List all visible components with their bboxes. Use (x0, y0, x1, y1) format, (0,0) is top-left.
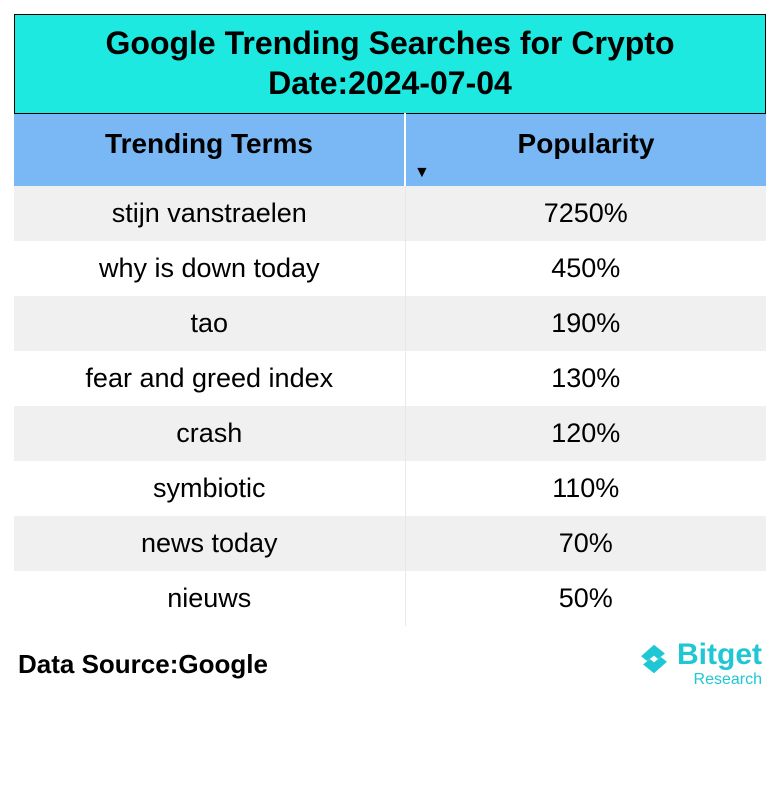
cell-popularity: 450% (405, 241, 766, 296)
col-header-popularity[interactable]: Popularity ▼ (405, 114, 766, 187)
cell-popularity: 120% (405, 406, 766, 461)
cell-popularity: 130% (405, 351, 766, 406)
card-footer: Data Source:Google Bitget Research (14, 626, 766, 688)
card-title: Google Trending Searches for Crypto Date… (14, 14, 766, 113)
table-row: stijn vanstraelen7250% (14, 186, 766, 241)
brand-logo: Bitget Research (637, 640, 762, 688)
title-line-1: Google Trending Searches for Crypto (19, 23, 761, 63)
cell-term: symbiotic (14, 461, 405, 516)
table-row: why is down today450% (14, 241, 766, 296)
table-row: news today70% (14, 516, 766, 571)
table-row: crash120% (14, 406, 766, 461)
table-body: stijn vanstraelen7250%why is down today4… (14, 186, 766, 626)
col-header-terms-label: Trending Terms (105, 128, 313, 159)
brand-subtitle: Research (694, 672, 762, 688)
brand-text: Bitget Research (677, 640, 762, 688)
cell-popularity: 7250% (405, 186, 766, 241)
cell-term: news today (14, 516, 405, 571)
brand-name: Bitget (677, 640, 762, 670)
cell-popularity: 70% (405, 516, 766, 571)
col-header-popularity-label: Popularity (518, 128, 655, 159)
col-header-terms[interactable]: Trending Terms (14, 114, 405, 187)
table-row: tao190% (14, 296, 766, 351)
trending-table-card: Google Trending Searches for Crypto Date… (14, 14, 766, 688)
cell-term: nieuws (14, 571, 405, 626)
table-row: nieuws50% (14, 571, 766, 626)
table-row: symbiotic110% (14, 461, 766, 516)
cell-term: tao (14, 296, 405, 351)
cell-term: fear and greed index (14, 351, 405, 406)
sort-desc-icon: ▼ (414, 164, 430, 182)
data-source-label: Data Source:Google (18, 649, 268, 680)
cell-popularity: 110% (405, 461, 766, 516)
cell-term: crash (14, 406, 405, 461)
title-line-2: Date:2024-07-04 (19, 63, 761, 103)
cell-popularity: 190% (405, 296, 766, 351)
trending-table: Trending Terms Popularity ▼ stijn vanstr… (14, 113, 766, 626)
table-row: fear and greed index130% (14, 351, 766, 406)
cell-term: stijn vanstraelen (14, 186, 405, 241)
bitget-icon (637, 642, 671, 676)
table-header-row: Trending Terms Popularity ▼ (14, 114, 766, 187)
cell-popularity: 50% (405, 571, 766, 626)
cell-term: why is down today (14, 241, 405, 296)
